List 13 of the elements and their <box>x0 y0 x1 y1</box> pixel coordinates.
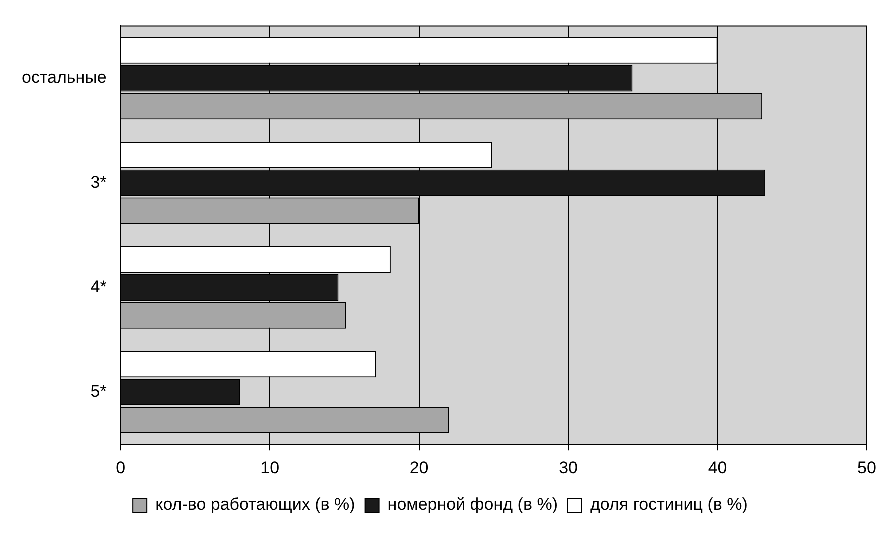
legend-label: кол-во работающих (в %) <box>156 495 356 514</box>
x-tick-label: 10 <box>260 458 280 478</box>
x-tick-label: 0 <box>116 458 126 478</box>
x-tick-label: 50 <box>858 458 876 478</box>
x-tick-label: 20 <box>410 458 429 478</box>
x-tick-label: 30 <box>559 458 578 478</box>
legend-label: доля гостиниц (в %) <box>590 495 748 514</box>
y-tick-label: 3* <box>90 172 108 192</box>
x-tick-label: 40 <box>708 458 728 478</box>
legend-label: номерной фонд (в %) <box>388 495 558 514</box>
y-tick-label: остальные <box>22 68 107 88</box>
y-tick-label: 4* <box>90 277 108 296</box>
y-tick-label: 5* <box>90 382 108 401</box>
